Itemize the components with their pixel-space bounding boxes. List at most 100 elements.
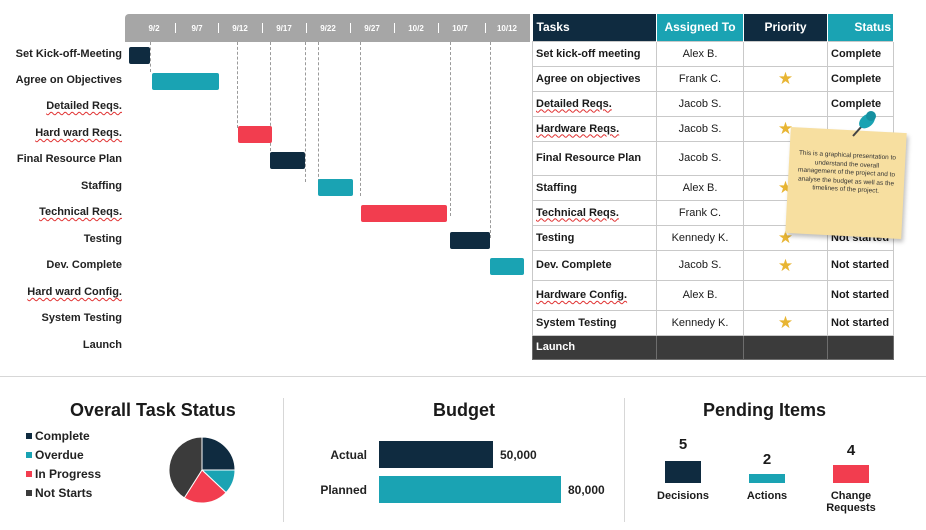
legend-label: In Progress [35, 467, 102, 481]
date-separator [218, 23, 219, 33]
gantt-task-label-text: Hard ward Config. [27, 286, 122, 298]
gantt-guide-line [237, 42, 238, 128]
pie-slice[interactable] [201, 436, 236, 471]
assigned-to-cell: Alex B. [656, 174, 744, 201]
assigned-to-cell: Jacob S. [656, 249, 744, 281]
star-icon: ★ [777, 228, 794, 247]
task-name-cell: Testing [532, 224, 657, 251]
task-name: System Testing [536, 316, 617, 329]
gantt-task-label: Staffing [81, 180, 122, 192]
task-name: Detailed Reqs. [536, 97, 612, 110]
task-name-cell: Hardware Reqs. [532, 115, 657, 142]
priority-cell [743, 90, 828, 117]
task-name-cell: Detailed Reqs. [532, 90, 657, 117]
pending-bar[interactable] [749, 474, 785, 483]
gantt-guide-line [450, 42, 451, 216]
gantt-bar[interactable] [129, 47, 150, 64]
budget-label: Planned [320, 483, 367, 497]
col-header-assigned[interactable]: Assigned To [656, 14, 744, 41]
gantt-bar[interactable] [270, 152, 305, 169]
gantt-task-label-text: Testing [83, 233, 122, 245]
budget-bar[interactable] [379, 476, 561, 503]
col-header-priority[interactable]: Priority [743, 14, 828, 41]
table-row[interactable]: Detailed Reqs. Jacob S. Complete [532, 90, 894, 117]
date-separator [262, 23, 263, 33]
pending-count: 2 [762, 451, 772, 468]
date-tick-label: 9/12 [232, 23, 248, 33]
gantt-task-label: Testing [84, 233, 122, 245]
task-name-cell: Dev. Complete [532, 249, 657, 281]
task-name: Agree on objectives [536, 72, 641, 85]
star-icon: ★ [777, 255, 794, 275]
pie-slice[interactable] [168, 436, 203, 499]
table-row[interactable]: System Testing Kennedy K. ★ Not started [532, 309, 894, 336]
pending-bar[interactable] [833, 465, 869, 483]
legend-item: Overdue [26, 448, 84, 462]
assigned-to-cell: Jacob S. [656, 115, 744, 142]
gantt-task-label-text: Detailed Reqs. [46, 100, 122, 112]
task-name: Hardware Reqs. [536, 122, 620, 135]
gantt-bar[interactable] [361, 205, 447, 222]
table-row[interactable]: Set kick-off meeting Alex B. Complete [532, 40, 894, 67]
task-name-cell: Set kick-off meeting [532, 40, 657, 67]
assigned-to-cell: Alex B. [656, 279, 744, 311]
gantt-task-label: Set Kick-off-Meeting [16, 48, 122, 60]
gantt-task-label-text: Staffing [81, 180, 122, 192]
status-cell: Complete [827, 65, 894, 92]
task-name: Testing [536, 231, 575, 244]
gantt-task-label-text: Technical Reqs. [39, 206, 122, 218]
date-separator [350, 23, 351, 33]
gantt-bar[interactable] [450, 232, 490, 249]
legend-swatch [26, 452, 32, 458]
gantt-task-label-text: Final Resource Plan [16, 153, 122, 165]
task-name: Final Resource Plan [536, 152, 642, 164]
gantt-guide-line [305, 42, 306, 182]
date-tick-label: 9/2 [148, 23, 160, 33]
budget-title: Budget [433, 400, 495, 420]
task-name-cell: Hardware Config. [532, 279, 657, 311]
gantt-task-label-text: Agree on Objectives [15, 74, 122, 86]
star-icon: ★ [777, 313, 794, 332]
launch-empty-cell [656, 334, 744, 360]
task-name-cell: Staffing [532, 174, 657, 201]
date-tick-label: 9/27 [364, 23, 380, 33]
priority-cell [743, 40, 828, 67]
gantt-bar[interactable] [490, 258, 524, 275]
section-divider [0, 376, 926, 377]
legend-item: Not Starts [26, 486, 92, 500]
pending-bar[interactable] [665, 461, 701, 483]
gantt-task-label: Hard ward Reqs. [35, 127, 122, 139]
gantt-bar[interactable] [238, 126, 272, 143]
date-tick-label: 9/17 [276, 23, 292, 33]
col-header-tasks[interactable]: Tasks [532, 14, 657, 41]
priority-cell: ★ [743, 309, 828, 336]
legend-item: Complete [26, 429, 90, 443]
table-row[interactable]: Hardware Config. Alex B. Not started [532, 279, 894, 311]
date-separator [175, 23, 176, 33]
pending-count: 5 [678, 436, 688, 453]
priority-cell: ★ [743, 65, 828, 92]
gantt-task-label: Detailed Reqs. [46, 100, 122, 112]
gantt-task-label: Dev. Complete [46, 259, 122, 271]
panel-divider [283, 398, 284, 522]
priority-cell: ★ [743, 249, 828, 281]
table-row[interactable]: Dev. Complete Jacob S. ★ Not started [532, 249, 894, 281]
budget-label: Actual [330, 448, 367, 462]
gantt-task-label-text: Dev. Complete [46, 259, 122, 271]
legend-item: In Progress [26, 467, 101, 481]
gantt-bar[interactable] [318, 179, 353, 196]
status-cell: Complete [827, 40, 894, 67]
star-icon: ★ [777, 119, 794, 138]
date-separator [485, 23, 486, 33]
table-row[interactable]: Agree on objectives Frank C. ★ Complete [532, 65, 894, 92]
gantt-bar[interactable] [152, 73, 219, 90]
gantt-task-label-text: Launch [82, 339, 122, 351]
budget-bar[interactable] [379, 441, 493, 468]
col-header-status[interactable]: Status [827, 14, 894, 41]
table-row-launch[interactable]: Launch [532, 334, 894, 360]
assigned-to-cell: Frank C. [656, 65, 744, 92]
task-name-cell: Technical Reqs. [532, 199, 657, 226]
pie-slice[interactable] [183, 469, 227, 504]
gantt-date-header: 9/2 9/7 9/12 9/17 9/22 9/27 10/2 10/7 10/12 [125, 14, 530, 42]
sticky-note-text: This is a graphical presentation to unde… [797, 149, 897, 196]
